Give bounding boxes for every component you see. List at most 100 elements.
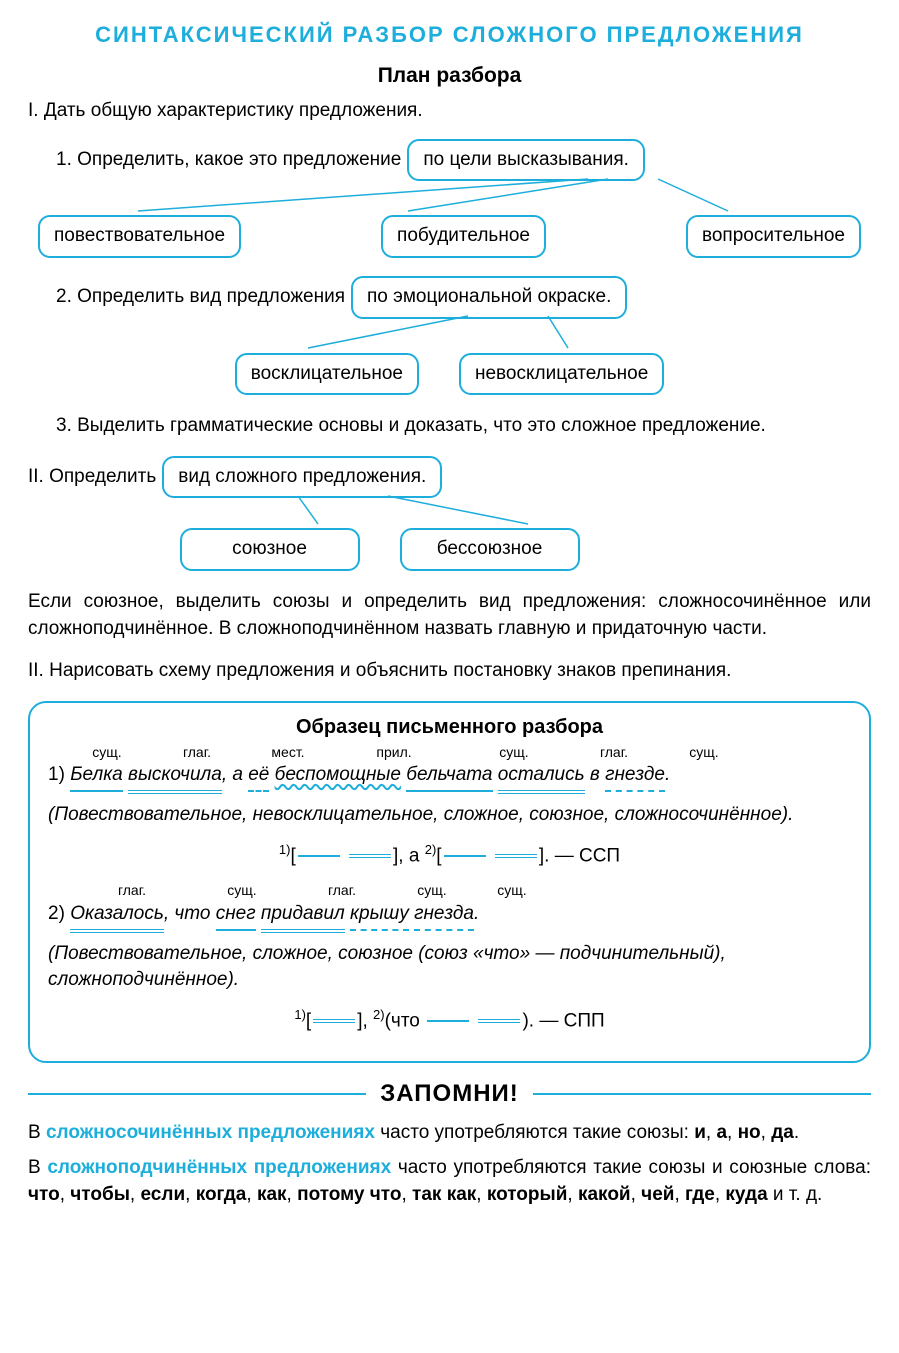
- conj: чтобы: [70, 1184, 130, 1205]
- step3-text: 3. Выделить грамматические основы и дока…: [56, 413, 871, 440]
- txt: ,: [60, 1184, 71, 1205]
- s1-sep2: в: [585, 764, 605, 785]
- step2-block: 2. Определить вид предложения по эмоцион…: [28, 276, 871, 395]
- row2-a: восклицательное: [235, 353, 419, 396]
- txt: ,: [631, 1184, 642, 1205]
- txt: ,: [130, 1184, 141, 1205]
- scheme-line-icon: [313, 1019, 355, 1023]
- s2-w3: придавил: [261, 901, 345, 933]
- scheme-line-icon: [427, 1020, 469, 1022]
- section2-line: II. Определить вид сложного предложения.: [28, 456, 871, 499]
- conj: так как: [412, 1184, 476, 1205]
- section3: II. Нарисовать схему предложения и объяс…: [28, 658, 871, 685]
- s2-pos: глаг. сущ. глаг. сущ. сущ.: [72, 881, 851, 901]
- s2: 2) Оказалось, что снег придавил крышу гн…: [48, 901, 851, 933]
- step1-line: 1. Определить, какое это предложение по …: [56, 139, 871, 182]
- remember-p1: В сложносочинённых предложениях часто уп…: [28, 1120, 871, 1147]
- s1-num: 1): [48, 764, 65, 785]
- s1-note: (Повествовательное, невосклицательное, с…: [48, 802, 851, 829]
- txt: ,: [727, 1122, 738, 1143]
- s2-note: (Повествовательное, сложное, союзное (со…: [48, 941, 851, 994]
- txt: ,: [715, 1184, 726, 1205]
- conj: да: [771, 1122, 794, 1143]
- pos: глаг.: [142, 743, 252, 763]
- section-1: I. Дать общую характеристику предложения…: [28, 98, 871, 125]
- row1-c: вопросительное: [686, 215, 861, 258]
- row3: союзное бессоюзное: [28, 528, 871, 571]
- row2: восклицательное невосклицательное: [28, 353, 871, 396]
- step1-text: 1. Определить, какое это предложение: [56, 147, 401, 174]
- section2-block: II. Определить вид сложного предложения.…: [28, 456, 871, 571]
- s1-w3: её: [248, 762, 269, 792]
- conj: когда: [196, 1184, 247, 1205]
- txt: В: [28, 1157, 47, 1178]
- step2-line: 2. Определить вид предложения по эмоцион…: [56, 276, 871, 319]
- sup: 2): [425, 842, 437, 857]
- txt: ,: [674, 1184, 685, 1205]
- txt: часто употребляются такие союзы и союзны…: [391, 1157, 871, 1178]
- s1-scheme: 1)[ ], а 2)[ ]. — ССП: [48, 841, 851, 870]
- txt: ,: [761, 1122, 772, 1143]
- conj: какой: [578, 1184, 631, 1205]
- s1-pos: сущ. глаг. мест. прил. сущ. глаг. сущ.: [72, 743, 851, 763]
- s1-w5: бельчата: [406, 762, 492, 792]
- s1-scheme-label: — ССП: [555, 845, 620, 866]
- conj: куда: [725, 1184, 767, 1205]
- row3-b: бессоюзное: [400, 528, 580, 571]
- scheme-line-icon: [349, 854, 391, 858]
- row1-b: побудительное: [381, 215, 546, 258]
- row2-b: невосклицательное: [459, 353, 664, 396]
- pos: сущ.: [464, 743, 564, 763]
- s1-w1: Белка: [70, 762, 123, 792]
- pos: сущ.: [472, 881, 552, 901]
- row1: повествовательное побудительное вопросит…: [28, 215, 871, 258]
- s2-scheme: 1)[], 2)(что ). — СПП: [48, 1006, 851, 1035]
- subtitle: План разбора: [28, 61, 871, 90]
- divider-icon: [28, 1093, 366, 1095]
- txt: ,: [185, 1184, 196, 1205]
- remember-title: ЗАПОМНИ!: [380, 1077, 519, 1111]
- main-title: СИНТАКСИЧЕСКИЙ РАЗБОР СЛОЖНОГО ПРЕДЛОЖЕН…: [28, 20, 871, 51]
- term: сложносочинённых предложениях: [46, 1122, 375, 1143]
- example-title: Образец письменного разбора: [48, 713, 851, 741]
- txt: .: [794, 1122, 799, 1143]
- s2-w2: снег: [216, 901, 256, 931]
- conj: где: [685, 1184, 715, 1205]
- pos: сущ.: [192, 881, 292, 901]
- pos: сущ.: [72, 743, 142, 763]
- txt: ,: [246, 1184, 257, 1205]
- s1-w2: выскочила: [128, 762, 222, 794]
- s1-end: .: [665, 764, 670, 785]
- txt: ,: [401, 1184, 412, 1205]
- scheme-line-icon: [444, 855, 486, 857]
- txt: В: [28, 1122, 46, 1143]
- section2-text: II. Определить: [28, 464, 156, 491]
- s2-w4: крышу: [350, 901, 409, 931]
- txt: ,: [706, 1122, 717, 1143]
- conj: что: [28, 1184, 60, 1205]
- txt: ,: [287, 1184, 298, 1205]
- s2-w5: гнезда: [414, 901, 474, 931]
- s1-w4: беспомощные: [275, 762, 401, 789]
- pos: глаг.: [564, 743, 664, 763]
- conj: если: [140, 1184, 185, 1205]
- step2-pill: по эмоциональной окраске.: [351, 276, 627, 319]
- section2-pill: вид сложного предложения.: [162, 456, 442, 499]
- conj: потому что: [297, 1184, 401, 1205]
- sup: 1): [294, 1007, 306, 1022]
- conj: как: [257, 1184, 287, 1205]
- conj: и: [694, 1122, 706, 1143]
- conj: который: [487, 1184, 568, 1205]
- pos: прил.: [324, 743, 464, 763]
- pos: глаг.: [292, 881, 392, 901]
- s2-num: 2): [48, 903, 65, 924]
- txt: часто употребляются такие союзы:: [375, 1122, 694, 1143]
- step1-block: 1. Определить, какое это предложение по …: [28, 139, 871, 258]
- sup: 2): [373, 1007, 385, 1022]
- step1-pill: по цели высказывания.: [407, 139, 645, 182]
- txt: ,: [567, 1184, 578, 1205]
- s2-end: .: [474, 903, 479, 924]
- para1: Если союзное, выделить союзы и определит…: [28, 589, 871, 642]
- divider-icon: [533, 1093, 871, 1095]
- step2-text: 2. Определить вид предложения: [56, 284, 345, 311]
